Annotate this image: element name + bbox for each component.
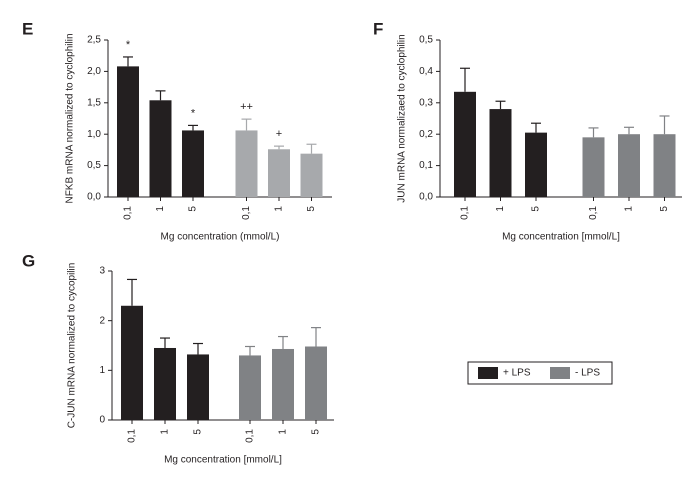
y-tick-label: 0,3 [419,97,433,108]
x-axis-label: Mg concentration (mmol/L) [161,232,280,243]
bar [300,153,323,197]
bar [239,355,261,420]
bar [187,354,209,420]
y-tick-label: 0,5 [419,35,433,46]
y-tick-label: 0,1 [419,160,433,171]
bar [182,130,204,197]
annotation: * [126,39,131,51]
y-tick-label: 2 [99,315,105,326]
bar [653,134,676,197]
bar [454,91,476,197]
y-tick-label: 0 [99,415,105,426]
x-tick-label: 0,1 [123,206,134,220]
bar [489,109,512,197]
x-tick-label: 5 [311,429,322,435]
x-tick-label: 5 [306,206,317,212]
x-tick-label: 1 [155,206,166,212]
x-tick-label: 1 [624,206,635,212]
legend-label: - LPS [575,368,600,379]
x-tick-label: 5 [188,206,199,212]
legend-label: + LPS [503,368,531,379]
y-tick-label: 0,2 [419,129,433,140]
annotation: * [191,107,196,119]
bar [235,130,258,197]
x-tick-label: 5 [531,206,542,212]
x-tick-label: 0,1 [460,206,471,220]
bar [154,347,176,420]
y-tick-label: 0,5 [87,160,101,171]
bar [117,66,139,197]
y-tick-label: 0,0 [87,192,101,203]
x-tick-label: 0,1 [245,429,256,443]
x-axis-label: Mg concentration [mmol/L] [164,455,282,466]
x-tick-label: 5 [193,429,204,435]
x-tick-label: 1 [160,429,171,435]
y-tick-label: 1,5 [87,97,101,108]
bar [268,149,290,197]
y-tick-label: 0,0 [419,192,433,203]
panel-title: E [22,19,33,38]
x-tick-label: 1 [278,429,289,435]
legend-box [467,361,613,385]
bar [272,348,294,420]
y-axis-label: NFKB mRNA normalized to cyclophilin [65,33,76,203]
annotation: ++ [240,101,253,113]
y-tick-label: 0,4 [419,66,433,77]
y-tick-label: 2,0 [87,66,101,77]
panel-title: F [373,19,383,38]
x-tick-label: 5 [659,206,670,212]
bar [305,346,327,420]
bar [618,134,640,197]
bar [149,100,172,197]
x-tick-label: 0,1 [588,206,599,220]
y-axis-label: C-JUN mRNA normalized to cycopilin [67,263,78,429]
panel-title: G [22,251,35,270]
x-tick-label: 1 [274,206,285,212]
x-tick-label: 0,1 [241,206,252,220]
y-tick-label: 2,5 [87,35,101,46]
legend-swatch [478,367,498,379]
annotation: + [276,128,282,140]
x-tick-label: 0,1 [127,429,138,443]
x-axis-label: Mg concentration [mmol/L] [502,232,620,243]
y-tick-label: 1 [99,365,105,376]
y-tick-label: 1,0 [87,129,101,140]
x-tick-label: 1 [495,206,506,212]
y-tick-label: 3 [99,266,105,277]
legend-swatch [550,367,570,379]
y-axis-label: JUN mRNA normalizaed to cyclophilin [397,34,408,202]
bar [582,137,605,197]
bar [525,132,547,197]
bar [121,305,143,420]
